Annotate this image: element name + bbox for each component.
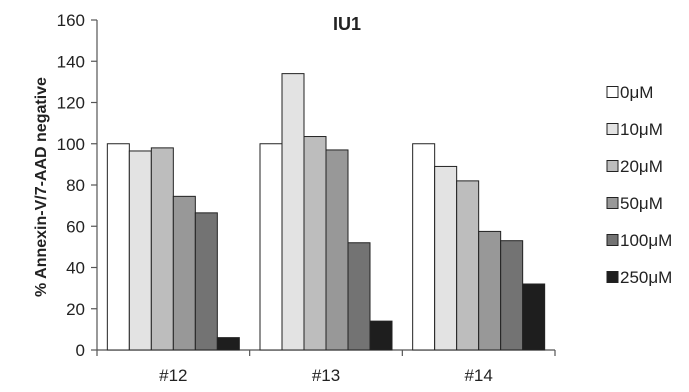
y-tick-label: 100 (57, 135, 85, 154)
bar (412, 143, 436, 351)
bar (500, 240, 524, 351)
y-tick-label: 60 (66, 217, 85, 236)
legend-swatch (606, 197, 619, 209)
y-tick-label: 40 (66, 259, 85, 278)
legend-swatch (606, 271, 619, 283)
bar (303, 136, 327, 351)
legend-label: 20μM (620, 157, 663, 176)
y-tick-label: 80 (66, 176, 85, 195)
plot-area: 0 20 40 60 80 100 120 140 160 #12 #13 #14 (57, 11, 556, 385)
y-tick-label: 20 (66, 300, 85, 319)
bar (106, 143, 130, 351)
y-tick-label: 120 (57, 94, 85, 113)
bar (347, 242, 371, 351)
legend-swatch (606, 160, 619, 172)
y-tick-label: 0 (76, 341, 85, 360)
bar (259, 143, 283, 351)
bar (325, 149, 349, 351)
bar (434, 165, 458, 351)
legend-swatch (606, 86, 619, 98)
bar (369, 320, 393, 351)
legend-label: 50μM (620, 194, 663, 213)
bar (150, 147, 174, 351)
bar (522, 283, 546, 351)
bar (194, 212, 218, 351)
bar (172, 195, 196, 351)
y-tick-label: 140 (57, 52, 85, 71)
y-axis-label: % Annexin-V/7-AAD negative (33, 77, 50, 297)
legend-label: 10μM (620, 120, 663, 139)
legend-swatch (606, 123, 619, 135)
legend-label: 100μM (620, 231, 672, 250)
legend-label: 250μM (620, 268, 672, 287)
x-tick-label: #12 (159, 366, 187, 385)
x-tick-label: #14 (464, 366, 492, 385)
x-tick-label: #13 (312, 366, 340, 385)
bar (478, 230, 502, 351)
bar (128, 150, 152, 351)
bar (456, 180, 480, 351)
legend-swatch (606, 234, 619, 246)
legend-label: 0μM (620, 83, 653, 102)
y-tick-label: 160 (57, 11, 85, 30)
bar (216, 337, 240, 351)
legend: 0μM 10μM 20μM 50μM 100μM 250μM (606, 83, 672, 287)
chart-title: IU1 (333, 14, 361, 34)
bar (281, 73, 305, 351)
